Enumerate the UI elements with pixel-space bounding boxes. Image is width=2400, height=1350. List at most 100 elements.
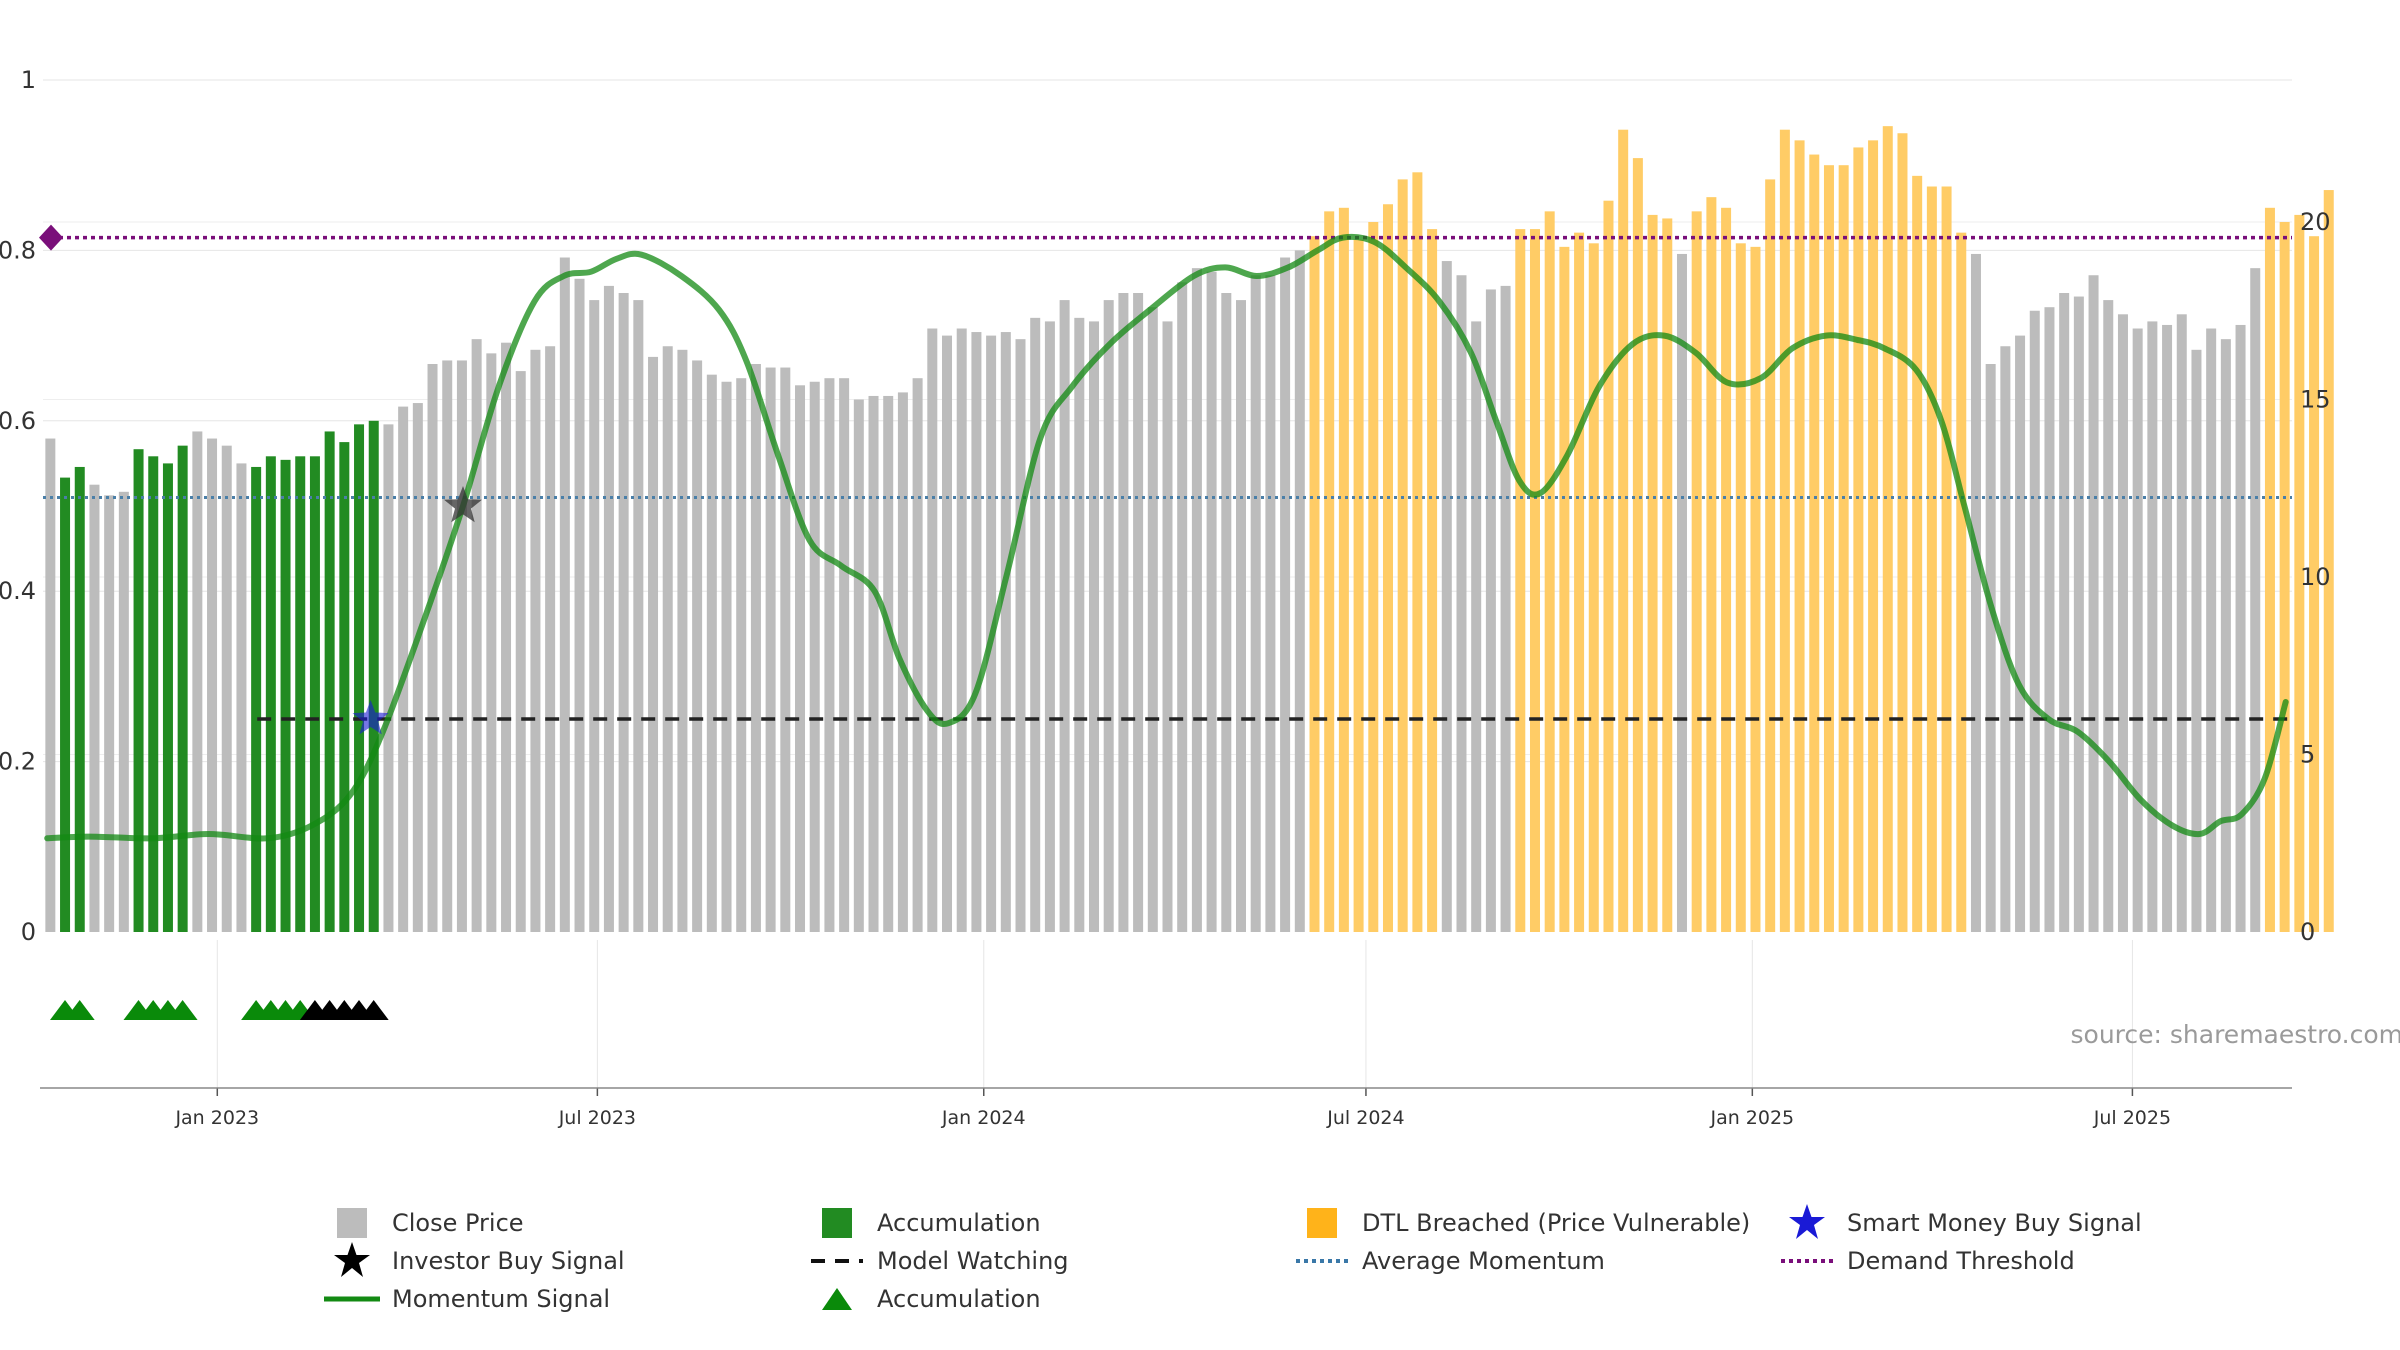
price-bar [1897, 133, 1908, 932]
price-bar [2264, 207, 2275, 933]
price-bar [354, 424, 365, 932]
price-bar [1588, 243, 1599, 933]
price-bar [324, 431, 335, 932]
price-bar [1368, 222, 1379, 932]
price-bar [956, 328, 967, 932]
price-bar [721, 381, 732, 932]
price-bar [530, 349, 541, 932]
price-bar [2279, 222, 2290, 932]
price-bar [839, 378, 850, 932]
price-bar [1177, 282, 1188, 933]
legend-smart-money-label: Smart Money Buy Signal [1847, 1209, 2142, 1237]
price-bar [1397, 179, 1408, 932]
price-bar [427, 364, 438, 932]
price-bar [2117, 314, 2128, 932]
price-bar [883, 395, 894, 932]
price-bar [60, 477, 71, 932]
price-bar [456, 360, 467, 932]
accumulation-triangle [358, 1000, 389, 1020]
legend-close-price-swatch [320, 1205, 384, 1241]
price-bar [1735, 243, 1746, 933]
legend-model-watching-label: Model Watching [877, 1247, 1069, 1275]
price-bar [251, 466, 262, 932]
price-bar [2250, 268, 2261, 932]
price-bar [618, 293, 629, 932]
close-price-bars [45, 126, 2334, 933]
price-bar [1618, 129, 1629, 932]
price-bar [780, 367, 791, 932]
legend-accumulation-label: Accumulation [877, 1209, 1041, 1237]
legend-smart-money-star-icon [1775, 1204, 1839, 1241]
price-bar [2000, 346, 2011, 932]
price-bar [1529, 229, 1540, 933]
price-bar [1089, 321, 1100, 932]
price-bar [1074, 317, 1085, 933]
legend-investor-star-icon [320, 1242, 384, 1279]
price-bar [795, 385, 806, 932]
price-bar [1647, 214, 1658, 932]
price-bar [1823, 165, 1834, 932]
price-bar [368, 420, 379, 932]
price-bar [89, 484, 100, 932]
price-bar [2147, 321, 2158, 932]
price-bar [74, 466, 85, 932]
momentum-signal-line [44, 233, 2289, 842]
price-bar [1515, 229, 1526, 933]
price-bar [2176, 314, 2187, 932]
price-bar [1765, 179, 1776, 932]
price-bar [1500, 285, 1511, 932]
price-bar [1103, 300, 1114, 933]
price-bar [2073, 296, 2084, 932]
price-bar [1544, 211, 1555, 933]
legend-dtl-label: DTL Breached (Price Vulnerable) [1362, 1209, 1751, 1237]
price-bar [1691, 211, 1702, 933]
price-bar [1868, 140, 1879, 933]
price-bar [559, 257, 570, 932]
price-bar [1706, 197, 1717, 932]
price-bar [442, 360, 453, 932]
price-bar [603, 285, 614, 932]
price-bar [662, 346, 673, 932]
price-bar [1853, 147, 1864, 932]
price-bar [589, 300, 600, 933]
x-tick-label: Jan 2023 [174, 1107, 259, 1129]
legend-triangle-icon [805, 1281, 869, 1317]
price-bar [221, 445, 232, 932]
price-bar [2220, 339, 2231, 932]
price-bar [942, 335, 953, 933]
price-bar [1794, 140, 1805, 933]
price-bar [501, 342, 512, 932]
price-bar [412, 403, 423, 932]
price-bar [1926, 186, 1937, 932]
legend-close-price-label: Close Price [392, 1209, 524, 1237]
legend-average-momentum-label: Average Momentum [1362, 1247, 1605, 1275]
left-tick-label: 0.2 [0, 748, 36, 776]
price-bar [2323, 190, 2334, 933]
accumulation-triangle [167, 1000, 198, 1020]
x-tick-label: Jan 2025 [1709, 1107, 1794, 1129]
price-bar [1970, 253, 1981, 932]
right-tick-label: 0 [2300, 918, 2315, 946]
price-bar [971, 332, 982, 932]
legend-momentum-signal: Momentum Signal [320, 1281, 610, 1317]
price-bar [295, 456, 306, 932]
price-bar [1985, 364, 1996, 932]
reference-lines [39, 224, 2292, 721]
price-bar [1015, 339, 1026, 932]
price-bar [383, 424, 394, 932]
price-bar [633, 300, 644, 933]
price-bar [398, 406, 409, 933]
momentum-signal-path [44, 233, 2289, 842]
legend-demand-threshold: Demand Threshold [1775, 1243, 2075, 1279]
price-bar [545, 346, 556, 932]
price-bar [692, 360, 703, 932]
price-bar [1338, 207, 1349, 933]
price-bar [515, 371, 526, 933]
legend-average-momentum: Average Momentum [1290, 1243, 1605, 1279]
legend: Close Price Accumulation DTL Breached (P… [320, 1204, 2220, 1335]
price-bar [1882, 126, 1893, 932]
price-bar [2044, 307, 2055, 932]
legend-accumulation-swatch [805, 1205, 869, 1241]
source-label: source: sharemaestro.com [2071, 1020, 2400, 1049]
price-bar [809, 381, 820, 932]
